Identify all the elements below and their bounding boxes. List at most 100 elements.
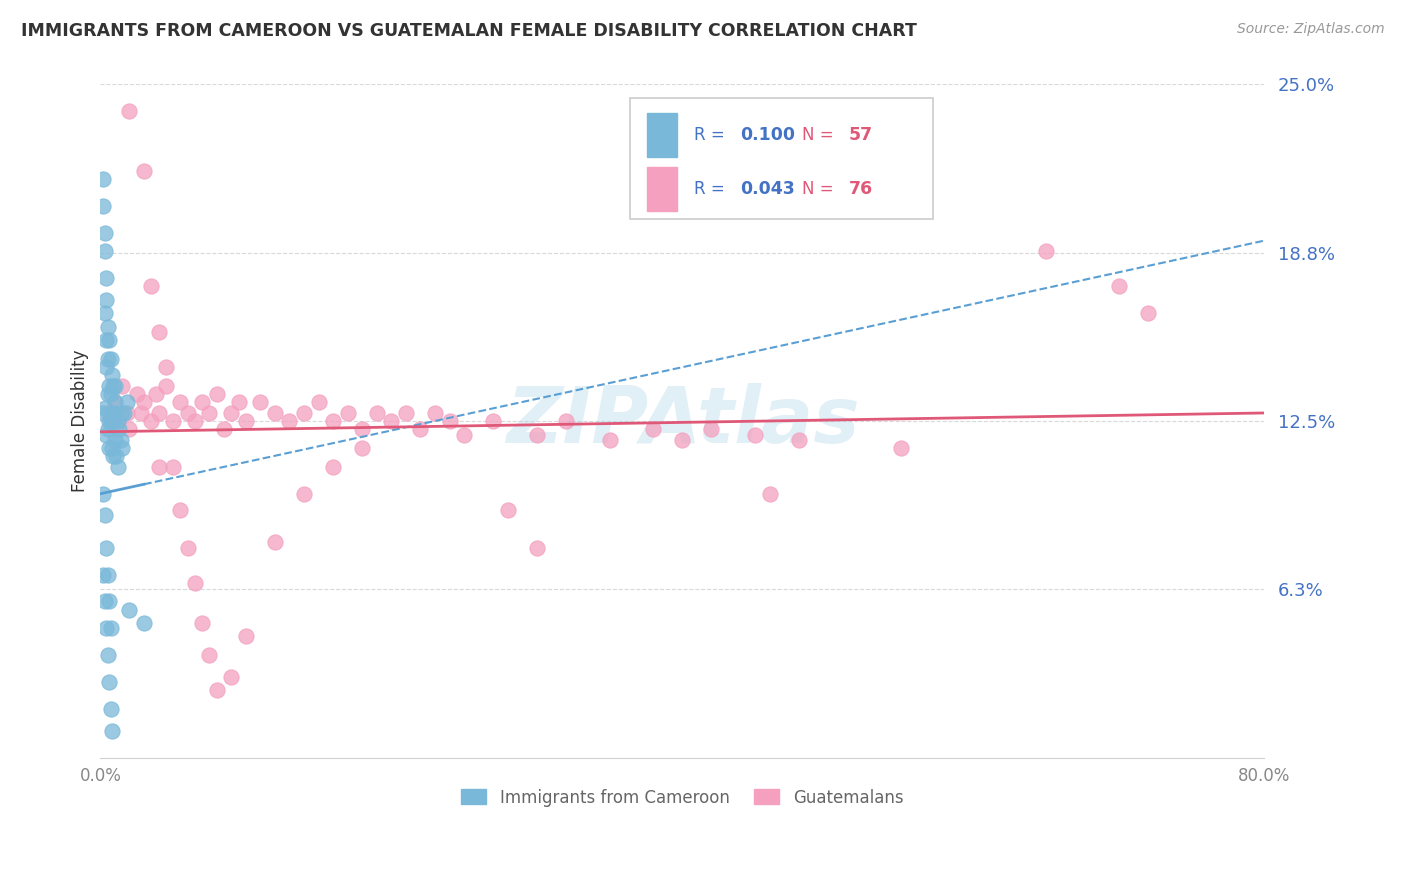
Point bbox=[423, 406, 446, 420]
Point bbox=[104, 395, 127, 409]
Point bbox=[108, 422, 131, 436]
Point bbox=[98, 594, 121, 608]
Point bbox=[145, 387, 167, 401]
Point bbox=[96, 360, 118, 375]
Point bbox=[599, 433, 621, 447]
Point bbox=[292, 487, 315, 501]
Point bbox=[104, 395, 127, 409]
Point bbox=[97, 422, 120, 436]
Point bbox=[439, 414, 461, 428]
Point bbox=[235, 414, 257, 428]
Point bbox=[98, 675, 121, 690]
Point bbox=[100, 702, 122, 716]
Point bbox=[105, 406, 128, 420]
Point bbox=[322, 459, 344, 474]
Point bbox=[176, 406, 198, 420]
Point bbox=[93, 594, 115, 608]
Point bbox=[104, 433, 127, 447]
Point bbox=[482, 414, 505, 428]
Point bbox=[101, 414, 124, 428]
Point bbox=[221, 406, 243, 420]
Point bbox=[110, 433, 132, 447]
Point bbox=[308, 395, 330, 409]
Point bbox=[118, 422, 141, 436]
Point bbox=[118, 104, 141, 119]
Point bbox=[91, 567, 114, 582]
Point bbox=[148, 459, 170, 474]
Point bbox=[148, 406, 170, 420]
Point bbox=[96, 541, 118, 555]
Text: 0.043: 0.043 bbox=[741, 180, 796, 198]
Text: Source: ZipAtlas.com: Source: ZipAtlas.com bbox=[1237, 22, 1385, 37]
Point bbox=[107, 459, 129, 474]
Point bbox=[107, 414, 129, 428]
Point bbox=[671, 433, 693, 447]
FancyBboxPatch shape bbox=[630, 98, 932, 219]
Point bbox=[91, 171, 114, 186]
Text: 76: 76 bbox=[849, 180, 873, 198]
Point bbox=[111, 406, 134, 420]
Point bbox=[111, 379, 134, 393]
Point bbox=[453, 427, 475, 442]
Point bbox=[98, 333, 121, 347]
Point bbox=[352, 422, 374, 436]
Point bbox=[96, 621, 118, 635]
Point bbox=[169, 395, 191, 409]
Point bbox=[890, 441, 912, 455]
Text: 57: 57 bbox=[849, 126, 873, 144]
Point bbox=[93, 226, 115, 240]
Point bbox=[98, 441, 121, 455]
Point bbox=[115, 395, 138, 409]
Point bbox=[1108, 279, 1130, 293]
Point bbox=[155, 360, 177, 375]
Point bbox=[98, 414, 121, 428]
Point bbox=[787, 433, 810, 447]
Point bbox=[336, 406, 359, 420]
Point bbox=[643, 422, 665, 436]
Point bbox=[758, 487, 780, 501]
Point bbox=[118, 602, 141, 616]
Point bbox=[169, 503, 191, 517]
Point bbox=[93, 508, 115, 523]
Point bbox=[198, 406, 221, 420]
Point bbox=[132, 615, 155, 630]
Point bbox=[352, 441, 374, 455]
Point bbox=[198, 648, 221, 663]
Point bbox=[141, 414, 163, 428]
Point bbox=[409, 422, 432, 436]
Point bbox=[191, 395, 214, 409]
Point bbox=[103, 414, 125, 428]
Point bbox=[1035, 244, 1057, 259]
Point bbox=[744, 427, 766, 442]
Point bbox=[101, 406, 124, 420]
Point bbox=[366, 406, 388, 420]
Text: 0.100: 0.100 bbox=[741, 126, 796, 144]
Point bbox=[292, 406, 315, 420]
Point bbox=[228, 395, 250, 409]
Point bbox=[100, 414, 122, 428]
Text: ZIPAtlas: ZIPAtlas bbox=[506, 383, 859, 459]
Point bbox=[97, 406, 120, 420]
Point bbox=[111, 441, 134, 455]
Point bbox=[1136, 306, 1159, 320]
Point bbox=[91, 199, 114, 213]
Text: N =: N = bbox=[803, 126, 839, 144]
Point bbox=[105, 449, 128, 463]
Point bbox=[176, 541, 198, 555]
Point bbox=[264, 406, 287, 420]
Text: IMMIGRANTS FROM CAMEROON VS GUATEMALAN FEMALE DISABILITY CORRELATION CHART: IMMIGRANTS FROM CAMEROON VS GUATEMALAN F… bbox=[21, 22, 917, 40]
Point bbox=[132, 395, 155, 409]
Point bbox=[97, 648, 120, 663]
Point bbox=[555, 414, 578, 428]
Y-axis label: Female Disability: Female Disability bbox=[72, 350, 89, 492]
Text: N =: N = bbox=[803, 180, 839, 198]
Point bbox=[100, 352, 122, 367]
Point bbox=[112, 406, 135, 420]
Text: R =: R = bbox=[695, 126, 730, 144]
Point bbox=[96, 333, 118, 347]
Point bbox=[184, 575, 207, 590]
Point bbox=[125, 387, 148, 401]
Point bbox=[93, 306, 115, 320]
Point bbox=[526, 541, 548, 555]
Point bbox=[380, 414, 402, 428]
